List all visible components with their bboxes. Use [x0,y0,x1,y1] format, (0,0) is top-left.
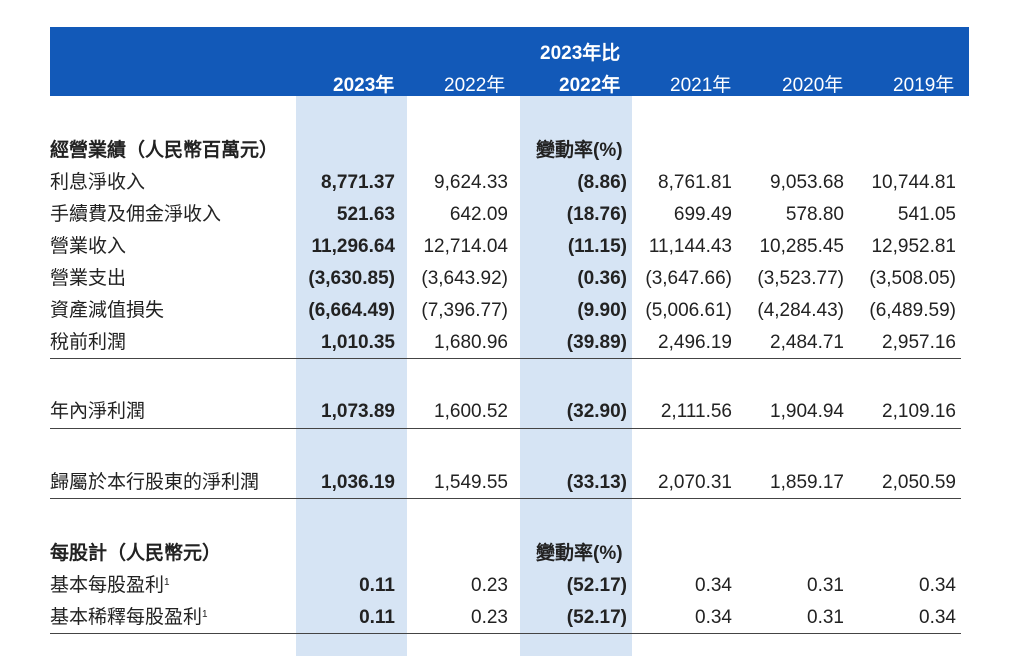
value-2023: 1,010.35 [321,332,395,353]
value-2019: 2,109.16 [882,401,956,422]
value-change: (8.86) [577,172,627,193]
row-label: 手續費及佣金淨收入 [50,204,222,225]
header-col-2023: 2023年 [333,75,395,96]
value-2020: 578.80 [785,204,844,225]
value-change: (52.17) [566,607,627,628]
value-2022: 642.09 [449,204,508,225]
row-divider [50,498,961,499]
value-change: (11.15) [567,236,627,257]
value-2023: 8,771.37 [321,172,395,193]
header-col-2022: 2022年 [444,75,506,96]
section-title-per-share: 每股計（人民幣元） [50,543,222,564]
value-2023: 0.11 [359,575,395,596]
value-2023: 1,073.89 [321,401,395,422]
value-2022: 1,549.55 [434,472,508,493]
value-2021: (5,006.61) [645,300,732,321]
value-2023: 521.63 [336,204,395,225]
value-2021: (3,647.66) [645,268,732,289]
footnote-mark: 1 [164,577,170,588]
value-2023: 11,296.64 [311,236,395,257]
value-2020: 0.31 [807,575,844,596]
header-col-2022-compare: 2022年 [559,75,621,96]
value-change: (33.13) [566,472,627,493]
value-2020: 0.31 [807,607,844,628]
value-2023: 1,036.19 [321,472,395,493]
row-label: 營業支出 [50,268,127,289]
value-2019: 2,050.59 [882,472,956,493]
value-change: (52.17) [566,575,627,596]
row-label-eps: 基本每股盈利1 [50,575,170,596]
value-2020: 9,053.68 [770,172,844,193]
value-2020: (3,523.77) [757,268,844,289]
value-2019: (3,508.05) [869,268,956,289]
value-2021: 0.34 [695,575,732,596]
value-2019: 12,952.81 [871,236,956,257]
section-title-operating-results: 經營業績（人民幣百萬元） [50,140,279,161]
highlight-column-change [520,96,632,656]
value-2019: 10,744.81 [871,172,956,193]
value-2019: 0.34 [919,607,956,628]
section-change-label: 變動率(%) [536,543,623,564]
row-label: 年內淨利潤 [50,401,146,422]
value-change: (0.36) [577,268,627,289]
table-header: 2023年比 2023年 2022年 2022年 2021年 2020年 201… [50,27,969,96]
header-col-2020: 2020年 [782,75,844,96]
value-2020: (4,284.43) [757,300,844,321]
value-2021: 2,496.19 [658,332,732,353]
value-2019: 0.34 [919,575,956,596]
value-2022: (7,396.77) [421,300,508,321]
value-2022: 9,624.33 [434,172,508,193]
value-change: (9.90) [577,300,627,321]
value-2022: 0.23 [471,575,508,596]
row-label: 稅前利潤 [50,332,127,353]
row-label: 歸屬於本行股東的淨利潤 [50,472,260,493]
value-2022: (3,643.92) [421,268,508,289]
value-2022: 1,600.52 [434,401,508,422]
value-change: (18.76) [566,204,627,225]
value-2020: 1,859.17 [770,472,844,493]
value-2019: 541.05 [897,204,956,225]
highlight-column-2023 [296,96,407,656]
value-2023: (6,664.49) [308,300,395,321]
value-2020: 2,484.71 [770,332,844,353]
value-2021: 8,761.81 [658,172,732,193]
value-change: (32.90) [566,401,627,422]
value-2019: 2,957.16 [882,332,956,353]
value-2019: (6,489.59) [869,300,956,321]
value-2021: 0.34 [695,607,732,628]
value-2022: 0.23 [471,607,508,628]
value-2021: 2,111.56 [660,401,732,422]
row-label: 資產減值損失 [50,300,165,321]
value-2020: 10,285.45 [759,236,844,257]
header-compare-label: 2023年比 [540,43,621,64]
row-label-diluted-eps: 基本稀釋每股盈利1 [50,607,208,628]
row-label: 利息淨收入 [50,172,146,193]
value-2021: 2,070.31 [658,472,732,493]
value-2023: (3,630.85) [308,268,395,289]
value-change: (39.89) [566,332,627,353]
footnote-mark: 1 [202,609,208,620]
row-label: 營業收入 [50,236,127,257]
value-2021: 11,144.43 [648,236,732,257]
row-divider [50,633,961,634]
row-divider [50,428,961,429]
value-2020: 1,904.94 [770,401,844,422]
value-2022: 1,680.96 [434,332,508,353]
value-2023: 0.11 [359,607,395,628]
value-2022: 12,714.04 [423,236,508,257]
section-change-label: 變動率(%) [536,140,623,161]
header-col-2021: 2021年 [670,75,732,96]
row-divider [50,358,961,359]
header-col-2019: 2019年 [893,75,955,96]
value-2021: 699.49 [673,204,732,225]
